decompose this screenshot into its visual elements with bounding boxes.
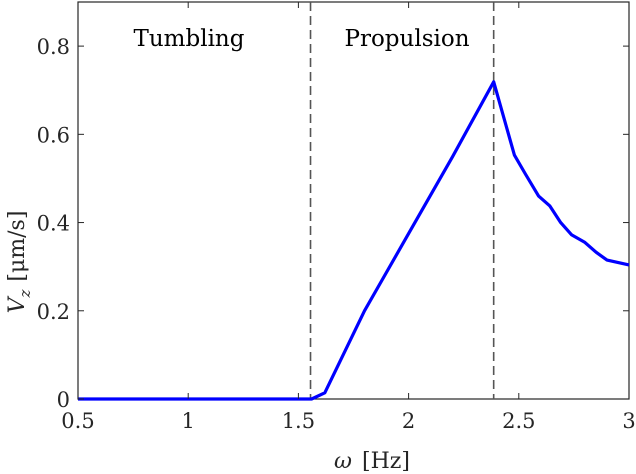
x-tick-label: 0.5 [61,409,94,433]
axes-box [77,1,630,400]
y-tick-label: 0.6 [37,123,70,147]
x-tick-label: 1.5 [282,409,315,433]
y-axis-text: Vz [μm/s] [5,211,34,314]
x-tick-label: 1 [182,409,195,433]
axis-ticks: 0.5 1 1.5 2 2.5 3 0 0.2 0.4 0.6 0.8 [37,2,636,433]
y-axis-label: Vz [μm/s] [5,211,34,314]
y-axis-subscript: z [16,290,34,299]
x-axis-symbol: ω [334,449,352,474]
x-tick-label: 2 [402,409,415,433]
x-axis-unit: [Hz] [362,449,410,474]
velocity-curve [78,80,630,401]
propulsion-label: Propulsion [344,26,469,52]
y-tick-label: 0.8 [37,35,70,59]
plot-area [77,1,630,401]
y-axis-unit: [μm/s] [5,211,30,282]
x-tick-label: 3 [622,409,635,433]
y-tick-label: 0 [57,388,70,412]
x-tick-label: 2.5 [502,409,535,433]
x-axis-label: ω [Hz] [334,449,410,474]
y-tick-label: 0.2 [37,300,70,324]
tumbling-label: Tumbling [134,26,245,52]
y-tick-label: 0.4 [37,212,70,236]
y-axis-symbol: V [5,295,30,313]
